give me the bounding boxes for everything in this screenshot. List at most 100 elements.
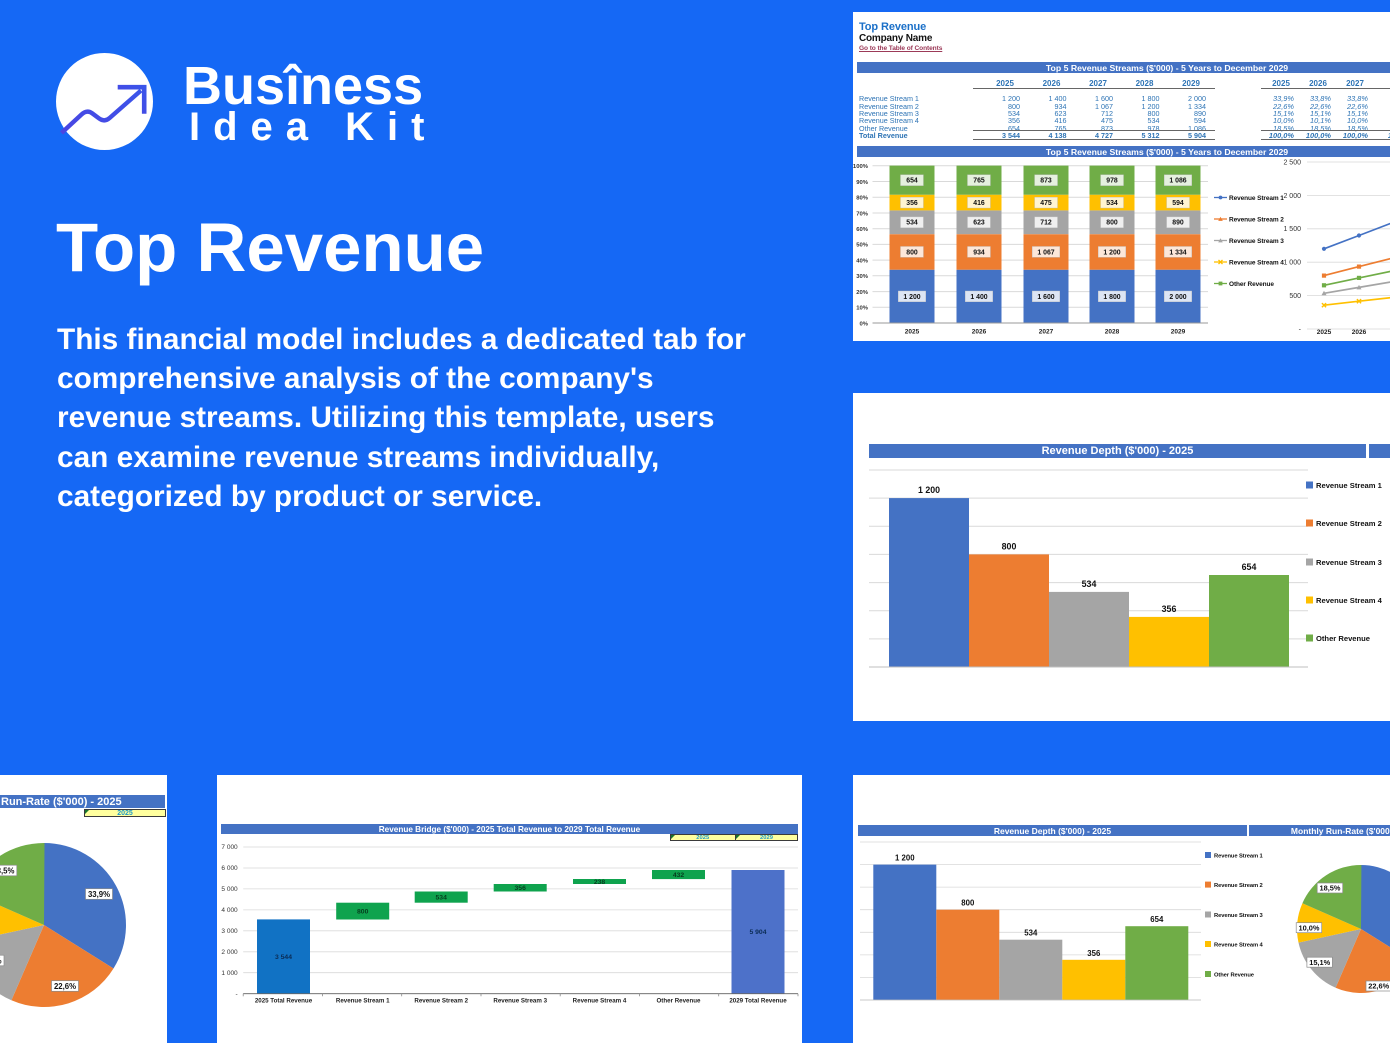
svg-text:238: 238 (594, 879, 606, 886)
svg-text:3 544: 3 544 (275, 954, 292, 961)
svg-text:594: 594 (1172, 200, 1184, 207)
svg-text:1 600: 1 600 (1037, 294, 1054, 301)
svg-text:5 904: 5 904 (749, 929, 766, 936)
svg-text:8,5%: 8,5% (0, 866, 14, 875)
svg-text:2 000: 2 000 (1169, 294, 1186, 301)
svg-text:2026: 2026 (1352, 329, 1367, 336)
svg-text:416: 416 (973, 200, 985, 207)
svg-text:1 200: 1 200 (1103, 249, 1120, 256)
svg-text:5 000: 5 000 (221, 886, 238, 893)
svg-text:534: 534 (906, 220, 918, 227)
svg-text:2 000: 2 000 (1283, 193, 1301, 200)
svg-text:1 000: 1 000 (1283, 260, 1301, 267)
svg-text:30%: 30% (856, 274, 869, 280)
svg-text:Other Revenue: Other Revenue (1316, 634, 1370, 643)
svg-text:Revenue Stream 3: Revenue Stream 3 (493, 997, 547, 1004)
svg-text:800: 800 (1002, 541, 1017, 551)
svg-text:50%: 50% (856, 243, 869, 249)
svg-text:2 000: 2 000 (221, 949, 238, 956)
svg-text:Other Revenue: Other Revenue (1214, 973, 1255, 979)
svg-text:1 067: 1 067 (1037, 249, 1054, 256)
svg-text:534: 534 (1106, 200, 1118, 207)
svg-text:654: 654 (906, 178, 918, 185)
svg-text:22,6%: 22,6% (54, 982, 76, 991)
svg-text:800: 800 (357, 908, 369, 915)
svg-text:500: 500 (1289, 293, 1301, 300)
svg-text:978: 978 (1106, 178, 1118, 185)
svg-text:Revenue Stream 2: Revenue Stream 2 (1214, 883, 1263, 889)
svg-text:Revenue Stream 4: Revenue Stream 4 (573, 997, 627, 1004)
svg-text:534: 534 (1082, 579, 1097, 589)
svg-text:475: 475 (1040, 200, 1052, 207)
svg-text:Revenue Stream 2: Revenue Stream 2 (414, 997, 468, 1004)
svg-text:2028: 2028 (1105, 329, 1120, 336)
svg-text:2025: 2025 (905, 329, 920, 336)
svg-text:356: 356 (515, 885, 527, 892)
svg-text:-: - (1299, 326, 1302, 333)
svg-text:90%: 90% (856, 180, 869, 186)
svg-text:33,9%: 33,9% (88, 890, 110, 899)
svg-text:1 200: 1 200 (903, 294, 920, 301)
svg-text:1 000: 1 000 (221, 970, 238, 977)
svg-text:356: 356 (1087, 949, 1101, 958)
svg-text:Revenue Stream 4: Revenue Stream 4 (1214, 943, 1264, 949)
svg-text:1 200: 1 200 (918, 485, 940, 495)
svg-text:800: 800 (961, 899, 975, 908)
svg-text:40%: 40% (856, 258, 869, 264)
svg-text:712: 712 (1040, 220, 1052, 227)
svg-text:10,0%: 10,0% (1299, 923, 1320, 932)
svg-text:Other Revenue: Other Revenue (1229, 281, 1274, 288)
svg-text:356: 356 (906, 200, 918, 207)
svg-text:10%: 10% (856, 306, 869, 312)
svg-text:Revenue Stream 1: Revenue Stream 1 (336, 997, 390, 1004)
svg-text:100%: 100% (853, 164, 869, 170)
svg-text:Revenue Stream 3: Revenue Stream 3 (1214, 913, 1264, 919)
svg-text:6 000: 6 000 (221, 865, 238, 872)
svg-text:-: - (236, 991, 238, 998)
svg-text:Revenue Stream 3: Revenue Stream 3 (1316, 558, 1382, 567)
svg-text:7 000: 7 000 (221, 844, 238, 851)
svg-text:Revenue Stream 1: Revenue Stream 1 (1316, 481, 1383, 490)
svg-text:654: 654 (1150, 915, 1164, 924)
svg-text:Revenue Stream 4: Revenue Stream 4 (1229, 259, 1284, 266)
svg-text:873: 873 (1040, 178, 1052, 185)
svg-text:20%: 20% (856, 290, 869, 296)
svg-text:2029: 2029 (1171, 329, 1186, 336)
svg-text:15,1%: 15,1% (1309, 958, 1330, 967)
svg-text:2025 Total Revenue: 2025 Total Revenue (255, 997, 313, 1004)
svg-text:Revenue Stream 3: Revenue Stream 3 (1229, 238, 1284, 245)
svg-text:Revenue Stream 4: Revenue Stream 4 (1316, 596, 1383, 605)
svg-text:1 086: 1 086 (1169, 178, 1186, 185)
svg-text:Revenue Stream 1: Revenue Stream 1 (1229, 195, 1284, 202)
svg-text:Other Revenue: Other Revenue (656, 997, 701, 1004)
svg-text:18,5%: 18,5% (1320, 884, 1341, 893)
svg-text:356: 356 (1162, 604, 1177, 614)
svg-text:432: 432 (673, 872, 685, 879)
svg-text:3 000: 3 000 (221, 928, 238, 935)
svg-text:60%: 60% (856, 227, 869, 233)
svg-text:1 800: 1 800 (1103, 294, 1120, 301)
svg-text:534: 534 (436, 895, 448, 902)
svg-text:2027: 2027 (1039, 329, 1054, 336)
svg-text:22,6%: 22,6% (1368, 982, 1389, 991)
svg-text:800: 800 (1106, 220, 1118, 227)
svg-text:0%: 0% (859, 321, 868, 327)
svg-text:2025: 2025 (1317, 329, 1332, 336)
svg-text:654: 654 (1242, 562, 1257, 572)
svg-text:800: 800 (906, 249, 918, 256)
svg-text:Revenue Stream 2: Revenue Stream 2 (1229, 216, 1284, 223)
svg-text:1 200: 1 200 (895, 854, 915, 863)
svg-text:2026: 2026 (972, 329, 987, 336)
svg-text:534: 534 (1024, 929, 1038, 938)
svg-text:2029 Total Revenue: 2029 Total Revenue (729, 997, 787, 1004)
svg-text:Revenue Stream 1: Revenue Stream 1 (1214, 854, 1264, 860)
svg-text:70%: 70% (856, 211, 869, 217)
svg-text:80%: 80% (856, 196, 869, 202)
svg-text:765: 765 (973, 178, 985, 185)
svg-text:1 334: 1 334 (1169, 249, 1186, 256)
svg-text:623: 623 (973, 220, 985, 227)
svg-text:934: 934 (973, 249, 985, 256)
svg-text:15,1%: 15,1% (0, 956, 2, 965)
svg-text:2 500: 2 500 (1283, 159, 1301, 166)
svg-text:890: 890 (1172, 220, 1184, 227)
